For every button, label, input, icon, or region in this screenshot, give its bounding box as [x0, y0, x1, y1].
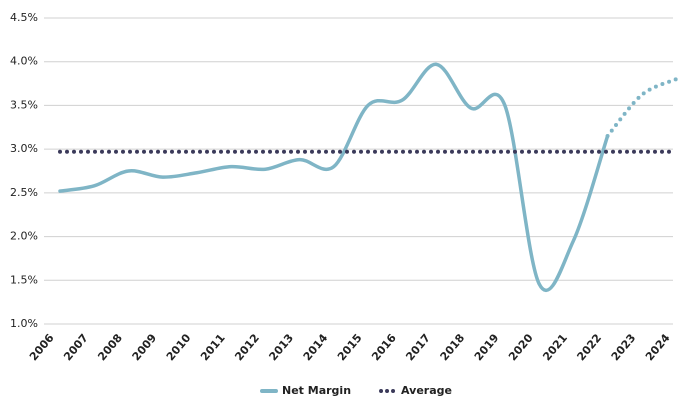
x-tick-label: 2006 [27, 331, 57, 363]
x-tick-label: 2023 [609, 332, 639, 364]
series-line [58, 62, 610, 293]
x-tick-label: 2021 [540, 332, 570, 364]
y-tick-label: 1.5% [10, 273, 38, 286]
x-tick-label: 2019 [472, 332, 502, 364]
y-tick-label: 1.0% [10, 317, 38, 330]
y-tick-label: 3.5% [10, 98, 38, 111]
x-tick-label: 2017 [403, 332, 433, 364]
x-tick-label: 2008 [95, 332, 125, 364]
y-tick-label: 2.0% [10, 230, 38, 243]
x-tick-label: 2016 [369, 331, 399, 363]
x-tick-label: 2013 [267, 332, 297, 364]
x-tick-label: 2009 [130, 332, 160, 364]
series-line [605, 77, 678, 139]
y-tick-label: 3.0% [10, 142, 38, 155]
x-tick-label: 2010 [164, 331, 194, 363]
x-tick-label: 2015 [335, 332, 365, 364]
x-tick-label: 2012 [232, 332, 262, 364]
x-tick-label: 2018 [438, 332, 468, 364]
x-tick-label: 2007 [61, 332, 91, 364]
x-tick-label: 2022 [575, 332, 605, 364]
legend-label: Net Margin [282, 384, 351, 397]
x-tick-label: 2024 [643, 331, 673, 363]
legend-label: Average [401, 384, 452, 397]
x-tick-label: 2020 [506, 331, 536, 363]
x-tick-label: 2014 [301, 331, 331, 363]
y-tick-label: 4.5% [10, 11, 38, 24]
y-tick-label: 2.5% [10, 186, 38, 199]
x-tick-label: 2011 [198, 332, 228, 364]
y-tick-label: 4.0% [10, 55, 38, 68]
